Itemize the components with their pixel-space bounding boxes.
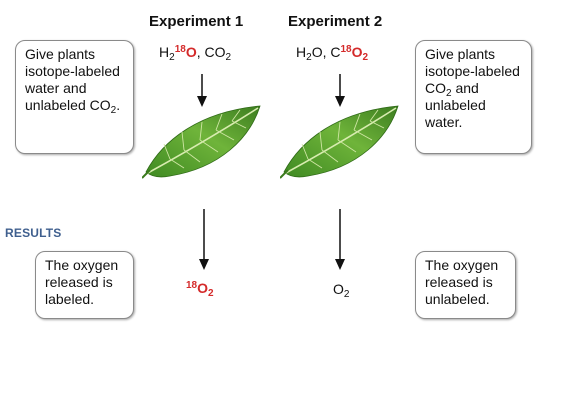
- experiment-1-title: Experiment 1: [149, 13, 244, 30]
- right-description-box: Give plants isotope-labeled CO2 and unla…: [415, 40, 532, 154]
- experiment-2-input-formula: H2O, C18O2: [296, 44, 369, 63]
- left-result-box: The oxygen released is labeled.: [35, 251, 134, 319]
- right-result-box: The oxygen released is unlabeled.: [415, 251, 516, 319]
- results-label: RESULTS: [5, 226, 62, 240]
- experiment-2-title: Experiment 2: [288, 13, 383, 30]
- experiment-2-output-formula: O2: [333, 281, 350, 300]
- experiment-1-leaf-icon: [142, 105, 261, 179]
- experiment-1-input-arrow: [197, 74, 207, 107]
- left-description-box: Give plants isotope-labeled water and un…: [15, 40, 134, 154]
- experiment-2-leaf-icon: [280, 105, 399, 179]
- experiment-1-output-arrow: [199, 209, 209, 270]
- experiment-2-input-arrow: [335, 74, 345, 107]
- experiment-1-output-formula: 18O2: [186, 280, 214, 299]
- experiment-1-input-formula: H218O, CO2: [159, 44, 232, 63]
- experiment-2-output-arrow: [335, 209, 345, 270]
